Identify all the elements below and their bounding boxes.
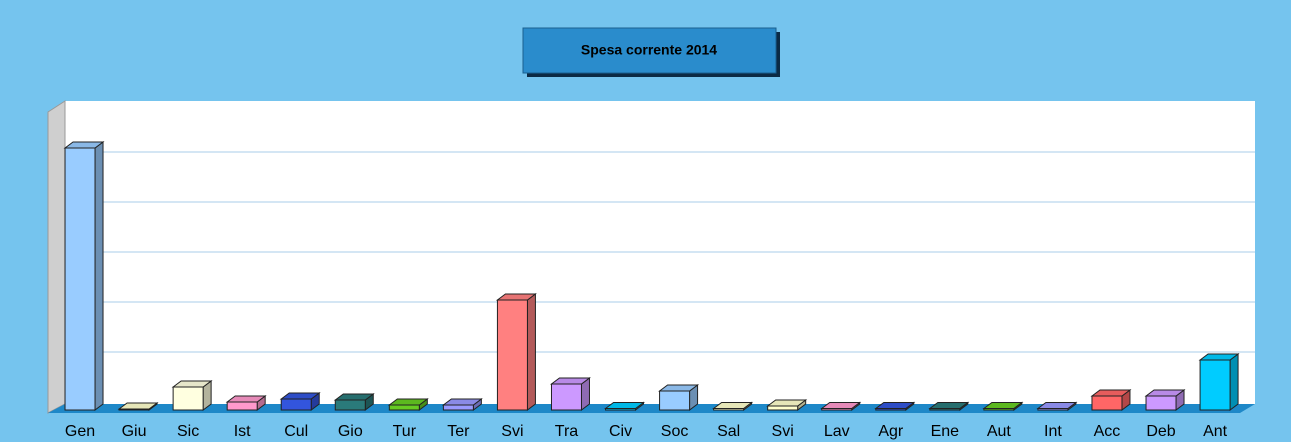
- x-tick-label: Acc: [1094, 423, 1121, 440]
- x-tick-label: Cul: [284, 423, 308, 440]
- title-box: [522, 27, 777, 74]
- bar-face: [929, 408, 961, 411]
- bar-face: [334, 399, 366, 411]
- bar: [495, 293, 537, 411]
- bar: [820, 401, 862, 411]
- bar-face: [605, 408, 637, 411]
- x-tick-label: Aut: [987, 423, 1012, 440]
- bar-face: [226, 401, 258, 411]
- x-tick-label: Ene: [931, 423, 960, 440]
- bar: [171, 380, 213, 411]
- bar: [549, 377, 591, 411]
- bar: [117, 402, 159, 411]
- bar: [928, 401, 970, 411]
- bar-face: [821, 408, 853, 411]
- bar: [225, 395, 267, 411]
- bar-face: [94, 141, 104, 411]
- bar: [387, 398, 429, 411]
- bar: [63, 141, 105, 411]
- bar-face: [983, 408, 1015, 411]
- bar: [604, 401, 646, 411]
- bar-face: [550, 383, 582, 411]
- x-tick-label: Int: [1044, 423, 1062, 440]
- bar-face: [442, 404, 474, 411]
- bar-face: [1037, 408, 1069, 411]
- x-tick-label: Ist: [234, 423, 251, 440]
- bar: [982, 401, 1024, 411]
- bar-face: [1145, 395, 1177, 411]
- bar: [1036, 401, 1078, 411]
- x-tick-label: Soc: [661, 423, 689, 440]
- x-tick-label: Svi: [772, 423, 794, 440]
- bar: [1198, 353, 1240, 411]
- bar-face: [118, 408, 150, 411]
- x-tick-label: Deb: [1146, 423, 1175, 440]
- x-tick-label: Gen: [65, 423, 95, 440]
- bar-face: [526, 293, 536, 411]
- bar: [1090, 389, 1132, 411]
- bar-face: [1229, 353, 1239, 411]
- x-tick-label: Tur: [393, 423, 417, 440]
- bar-face: [1199, 359, 1231, 411]
- x-tick-label: Gio: [338, 423, 363, 440]
- bar-face: [280, 398, 312, 411]
- bar-face: [496, 299, 528, 411]
- chart-title: Spesa corrente 2014: [581, 42, 717, 58]
- bar: [441, 398, 483, 411]
- bar: [712, 401, 754, 411]
- x-tick-label: Giu: [122, 423, 147, 440]
- bar-face: [659, 390, 691, 411]
- x-tick-label: Agr: [878, 423, 904, 440]
- x-tick-label: Sic: [177, 423, 199, 440]
- x-tick-label: Ter: [447, 423, 470, 440]
- x-tick-label: Lav: [824, 423, 850, 440]
- side-wall: [47, 100, 66, 414]
- x-tick-label: Svi: [501, 423, 523, 440]
- bar-face: [713, 408, 745, 411]
- x-tick-label: Tra: [555, 423, 579, 440]
- bar: [874, 401, 916, 411]
- bar-face: [1091, 395, 1123, 411]
- x-tick-label: Civ: [609, 423, 632, 440]
- bar-face: [64, 147, 96, 411]
- bar-face: [875, 408, 907, 411]
- bar: [279, 392, 321, 411]
- bar: [333, 393, 375, 411]
- bar: [766, 399, 808, 411]
- x-tick-label: Sal: [717, 423, 740, 440]
- bar: [1144, 389, 1186, 411]
- bar-face: [172, 386, 204, 411]
- bar: [658, 384, 700, 411]
- bar-face: [767, 405, 799, 411]
- x-tick-label: Ant: [1203, 423, 1228, 440]
- bar-face: [388, 404, 420, 411]
